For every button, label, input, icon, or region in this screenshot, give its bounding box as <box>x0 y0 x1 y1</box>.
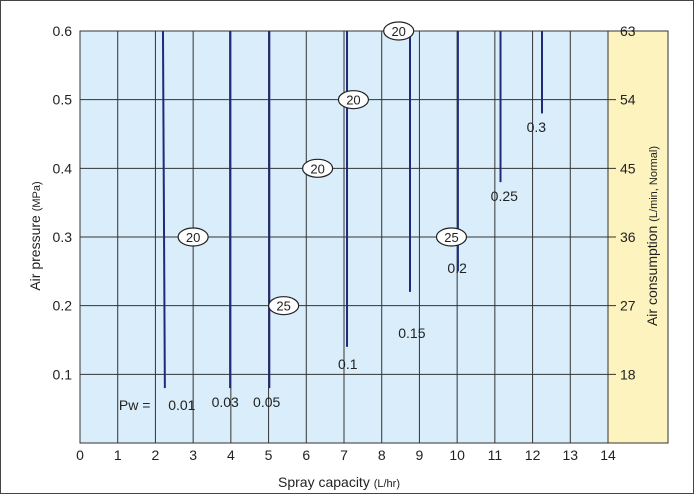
y-tick-label: 0.5 <box>53 92 73 108</box>
x-tick-label: 9 <box>416 447 424 463</box>
x-tick-label: 8 <box>378 447 386 463</box>
pressure-badge-label: 20 <box>186 230 200 245</box>
pressure-badge <box>268 296 300 316</box>
curve-label: 0.15 <box>398 325 425 341</box>
x-tick-label: 11 <box>488 447 503 463</box>
y2-axis-title: Air consumption (L/min, Normal) <box>644 146 660 326</box>
x-tick-label: 0 <box>76 447 84 463</box>
x-tick-label: 3 <box>189 447 197 463</box>
y-tick-label: 0.2 <box>53 298 73 314</box>
y-tick-label: 0.4 <box>53 160 73 176</box>
curve-label: 0.03 <box>212 394 239 410</box>
pressure-badge-label: 20 <box>346 93 360 108</box>
pressure-badge <box>177 227 209 247</box>
x-tick-label: 6 <box>302 447 310 463</box>
pressure-badge-label: 20 <box>310 161 324 176</box>
y-axis-title: Air pressure (MPa) <box>27 181 43 290</box>
curve-label: 0.2 <box>447 260 467 276</box>
x-tick-label: 4 <box>227 447 235 463</box>
tick-labels: 0 1 2 3 4 5 6 7 8 9 10 11 12 13 140.10.20.30.40.50.618… <box>53 23 636 463</box>
curve-label: 0.01 <box>168 397 195 413</box>
pressure-badge-label: 25 <box>276 299 290 314</box>
x-tick-label: 13 <box>562 447 578 463</box>
series-line-0.01 <box>161 30 166 389</box>
x-tick-label: 12 <box>525 447 541 463</box>
y2-tick-label: 27 <box>620 298 636 314</box>
pressure-badge <box>337 90 370 110</box>
x-tick-label: 10 <box>449 447 465 463</box>
curve-label: 0.05 <box>253 394 280 410</box>
pressure-badge <box>302 158 334 178</box>
pressure-badge <box>383 21 415 41</box>
y2-tick-label: 18 <box>620 366 636 382</box>
pressure-badge <box>435 227 468 247</box>
x-tick-label: 5 <box>265 447 273 463</box>
pw-label: Pw = <box>119 397 151 413</box>
y-tick-label: 0.6 <box>53 23 73 39</box>
y-tick-label: 0.1 <box>53 366 73 382</box>
y2-tick-label: 63 <box>620 23 636 39</box>
curve-label: 0.1 <box>338 356 358 372</box>
curve-label: 0.3 <box>527 119 547 135</box>
x-tick-label: 1 <box>114 447 122 463</box>
x-tick-label: 2 <box>152 447 160 463</box>
pressure-badges: 20 20 20 20 25 25 <box>177 21 468 316</box>
curve-label: 0.25 <box>491 188 518 204</box>
air-consumption-band <box>608 31 668 443</box>
y2-tick-label: 54 <box>620 92 636 108</box>
y2-tick-label: 45 <box>620 160 636 176</box>
pressure-badge-label: 20 <box>391 24 405 39</box>
y-tick-label: 0.3 <box>53 229 73 245</box>
x-axis-title: Spray capacity (L/hr) <box>278 474 400 490</box>
x-tick-label: 7 <box>340 447 348 463</box>
y2-tick-label: 36 <box>620 229 636 245</box>
pressure-badge-label: 25 <box>444 230 458 245</box>
x-tick-label: 14 <box>600 447 616 463</box>
